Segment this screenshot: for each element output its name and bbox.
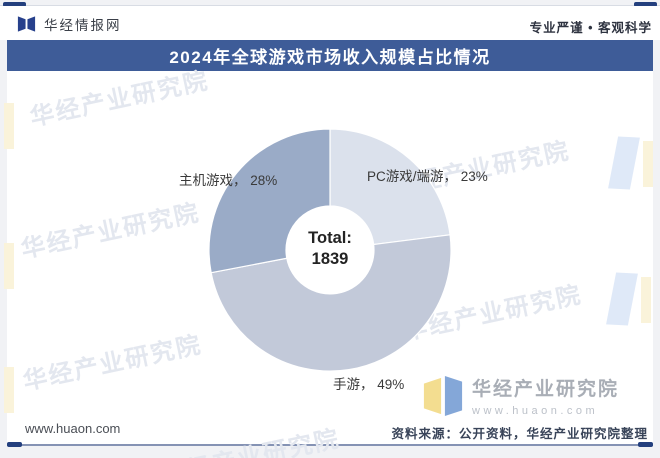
donut-chart <box>208 128 452 372</box>
watermark-logo-icon <box>4 103 14 149</box>
chart-title-bar: 2024年全球游戏市场收入规模占比情况 <box>7 40 653 71</box>
donut-slice-1 <box>329 128 451 246</box>
huaon-brandmark: 华经产业研究院 www.huaon.com <box>422 374 619 418</box>
watermark-logo-icon <box>641 277 651 323</box>
bottom-divider <box>7 444 653 446</box>
brandmark-url: www.huaon.com <box>472 405 599 417</box>
total-value: 1839 <box>311 250 349 269</box>
watermark-text: 华经产业研究院 <box>27 67 212 132</box>
brand-name: 华经情报网 <box>44 18 122 33</box>
footer-site-url: www.huaon.com <box>25 421 121 436</box>
chart-title: 2024年全球游戏市场收入规模占比情况 <box>169 48 491 67</box>
watermark-logo-icon <box>4 367 14 413</box>
watermark-text: 华经产业研究院 <box>18 199 203 264</box>
slice-label-console: 主机游戏， 28% <box>179 173 278 188</box>
total-label: Total: <box>308 229 352 247</box>
brandmark-text: 华经产业研究院 www.huaon.com <box>472 374 619 417</box>
chart-area: 华经产业研究院 华经产业研究院 华经产业研究院 华经产业研究院 华经产业研究院 … <box>4 67 653 458</box>
donut-center-total: Total: 1839 <box>270 228 390 271</box>
corner-dash-top-left <box>3 2 26 7</box>
watermark-text: 华经产业研究院 <box>158 425 343 458</box>
watermark-logo-icon <box>643 141 653 187</box>
slice-label-pc: PC游戏/端游， 23% <box>367 169 488 184</box>
corner-dash-top-right <box>634 2 657 7</box>
watermark-text: 华经产业研究院 <box>20 331 205 396</box>
brandmark-cn: 华经产业研究院 <box>472 379 620 400</box>
header: 华经情报网 专业严谨 • 客观科学 <box>0 6 660 40</box>
watermark-logo-icon <box>608 136 640 190</box>
huajing-logo-icon <box>17 16 36 32</box>
donut-svg <box>208 128 452 372</box>
brand: 华经情报网 <box>16 14 122 34</box>
header-tagline: 专业严谨 • 客观科学 <box>529 21 652 35</box>
watermark-logo-icon <box>4 243 14 289</box>
corner-dash-bottom-left <box>7 442 22 447</box>
corner-dash-bottom-right <box>638 442 653 447</box>
top-divider <box>0 5 660 6</box>
donut-slice-3 <box>208 128 331 274</box>
huaon-logo-icon <box>423 375 463 417</box>
watermark-logo-icon <box>606 272 638 326</box>
slice-label-mobile: 手游， 49% <box>333 377 405 392</box>
donut-slice-2 <box>210 234 452 372</box>
footer-source-note: 资料来源：公开资料，华经产业研究院整理 <box>391 427 648 441</box>
